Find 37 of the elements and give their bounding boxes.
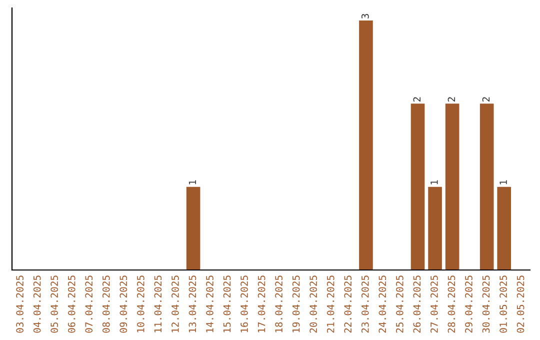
x-tick-label: 24.04.2025: [378, 276, 386, 333]
data-label: 3: [361, 14, 369, 18]
x-tick-label: 15.04.2025: [223, 276, 231, 332]
data-label: 2: [482, 97, 490, 102]
x-tick-label: 16.04.2025: [240, 276, 248, 332]
x-tick-label: 09.04.2025: [120, 276, 128, 333]
data-label: 2: [413, 97, 420, 102]
data-label: 1: [430, 180, 438, 184]
x-tick-label: 14.04.2025: [206, 276, 214, 332]
x-tick-label: 03.04.2025: [16, 276, 24, 333]
x-tick-label: 18.04.2025: [275, 276, 282, 332]
x-tick-label: 06.04.2025: [68, 276, 76, 333]
x-tick-label: 02.05.2025: [516, 276, 524, 333]
x-tick-label: 28.04.2025: [448, 276, 456, 333]
x-tick-label: 20.04.2025: [310, 276, 318, 333]
x-tick-label: 10.04.2025: [136, 276, 144, 332]
x-tick-label: 26.04.2025: [413, 276, 421, 333]
x-tick-label: 05.04.2025: [50, 276, 58, 333]
x-tick-label: 23.04.2025: [361, 276, 369, 333]
x-tick-label: 11.04.2025: [154, 276, 162, 332]
x-tick-label: 21.04.2025: [326, 276, 334, 333]
x-tick-label: 22.04.2025: [344, 276, 352, 333]
x-tick-label: 27.04.2025: [430, 276, 438, 333]
x-tick-label: 29.04.2025: [465, 276, 472, 333]
x-tick-label: 30.04.2025: [482, 276, 490, 333]
x-tick-label: 04.04.2025: [33, 276, 41, 333]
x-tick-label: 19.04.2025: [292, 276, 300, 332]
x-tick-label: 08.04.2025: [102, 276, 110, 333]
x-tick-label: 01.05.2025: [500, 276, 507, 333]
x-tick-label: 25.04.2025: [396, 276, 404, 333]
x-tick-label: 13.04.2025: [188, 276, 196, 332]
x-tick-label: 12.04.2025: [172, 276, 179, 332]
x-tick-label: 17.04.2025: [258, 276, 266, 332]
data-label: 1: [500, 180, 507, 184]
x-tick-label: 07.04.2025: [85, 276, 93, 333]
data-label: 2: [448, 97, 456, 102]
data-label: 1: [188, 180, 196, 184]
